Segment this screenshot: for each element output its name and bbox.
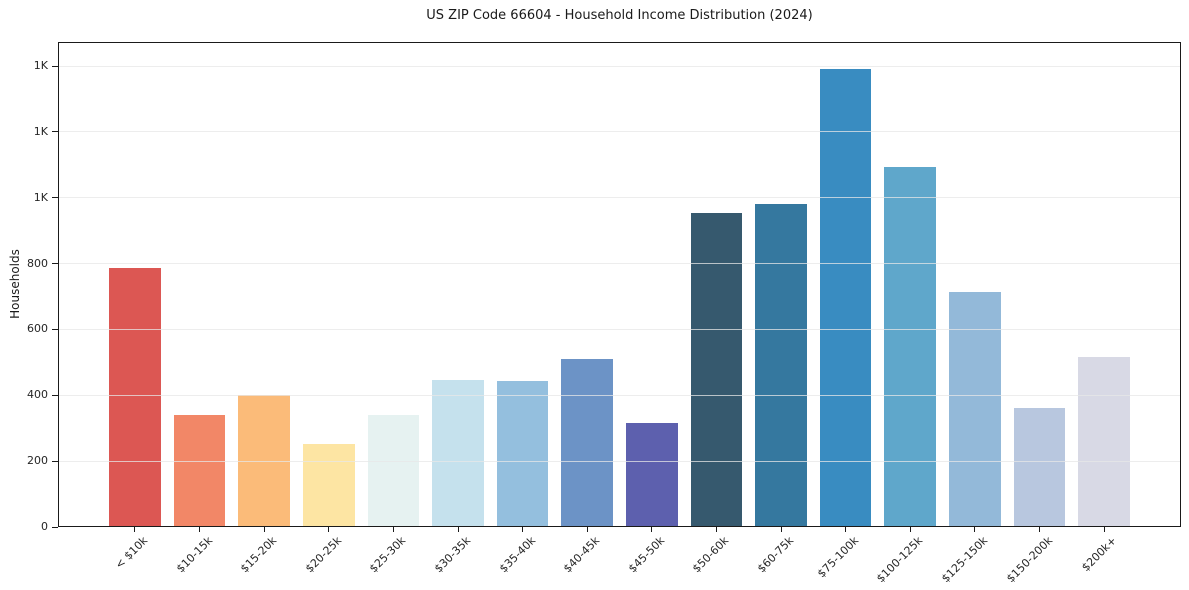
x-tick-label: $45-50k [625, 534, 667, 576]
y-tick-mark [52, 328, 58, 330]
y-tick-mark [52, 394, 58, 396]
x-tick-label: < $10k [112, 534, 151, 572]
y-tick-mark [52, 65, 58, 67]
x-tick-label: $125-150k [938, 534, 991, 586]
bars-layer [58, 42, 1181, 527]
bar--30-35k [432, 379, 484, 527]
bar--15-20k [238, 395, 290, 527]
bar--125-150k [949, 292, 1001, 527]
bar--200k- [1078, 357, 1130, 527]
bar--50-60k [690, 212, 743, 527]
x-tick-mark [392, 527, 394, 532]
x-tick-mark [586, 527, 588, 532]
x-tick-label: $15-20k [238, 534, 280, 576]
x-tick-label: $100-125k [874, 534, 926, 586]
y-tick-mark [52, 263, 58, 265]
y-tick-label: 600 [27, 322, 48, 336]
y-tick-label: 1K [33, 124, 48, 138]
x-tick-mark [199, 527, 200, 532]
x-tick-label: $75-100k [814, 534, 861, 581]
x-tick-mark [909, 527, 911, 532]
x-tick-label: $10-15k [173, 534, 215, 576]
x-tick-mark [328, 527, 330, 532]
y-tick-label: 1K [33, 59, 48, 72]
x-tick-label: $60-75k [754, 534, 797, 576]
x-tick-mark [522, 527, 524, 532]
y-tick-mark [52, 197, 58, 199]
x-tick-mark [845, 527, 847, 532]
x-tick-label: $25-30k [367, 534, 409, 576]
x-tick-mark [974, 527, 976, 532]
y-tick-mark [52, 460, 58, 462]
y-tick-label: 0 [41, 520, 48, 533]
bar--100-125k [884, 167, 937, 527]
y-tick-label: 800 [27, 256, 48, 270]
y-tick-label: 1K [33, 190, 48, 204]
y-tick-mark [52, 131, 58, 133]
x-tick-label: $150-200k [1003, 534, 1055, 586]
y-tick-mark [52, 526, 58, 528]
bar--60-75k [755, 204, 807, 527]
plot-area [58, 42, 1181, 527]
bar--25-30k [367, 415, 420, 527]
y-tick-label: 200 [27, 454, 48, 468]
chart-title: US ZIP Code 66604 - Household Income Dis… [426, 8, 813, 23]
x-tick-label: $50-60k [690, 534, 732, 576]
x-tick-mark [651, 527, 653, 532]
x-tick-mark [263, 527, 265, 532]
bar--20-25k [302, 444, 355, 527]
x-tick-mark [715, 527, 717, 532]
x-tick-mark [1103, 527, 1105, 532]
x-tick-label: $35-40k [496, 534, 538, 576]
bar--75-100k [819, 68, 872, 527]
x-tick-mark [780, 527, 782, 532]
x-tick-label: $200k+ [1079, 534, 1120, 575]
x-tick-label: $40-45k [561, 534, 603, 576]
bar--45-50k [626, 423, 678, 527]
x-tick-mark [1039, 527, 1040, 532]
x-tick-mark [134, 527, 136, 532]
bar--40-45k [561, 359, 613, 527]
bar--10-15k [173, 415, 226, 527]
x-tick-mark [457, 527, 459, 532]
x-tick-label: $20-25k [302, 534, 344, 576]
x-tick-label: $30-35k [431, 534, 474, 576]
bar--35-40k [496, 380, 549, 527]
y-tick-label: 400 [27, 388, 48, 402]
bar--10k [109, 268, 161, 527]
bar--150-200k [1013, 407, 1066, 527]
